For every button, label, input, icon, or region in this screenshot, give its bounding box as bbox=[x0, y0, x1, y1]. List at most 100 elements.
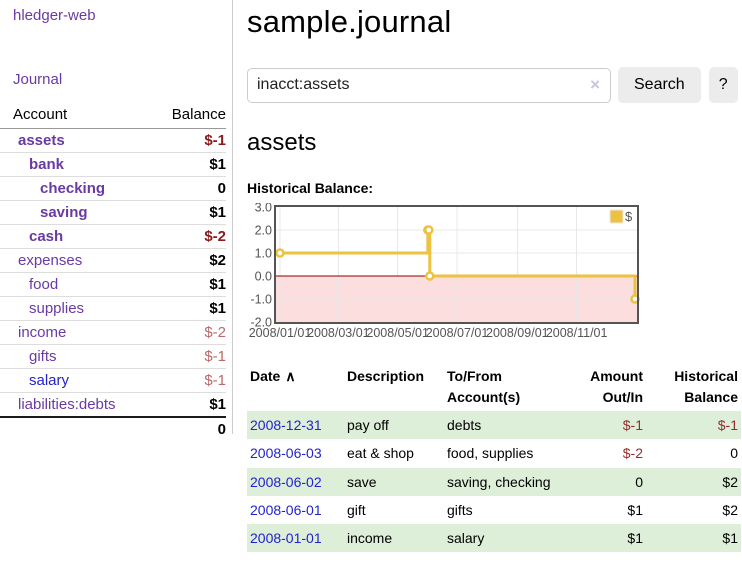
accounts-total-row: 0 bbox=[0, 417, 226, 441]
search-form: × Search ? bbox=[247, 67, 742, 103]
register-table: Date ∧ Description To/From Account(s) Amount O… bbox=[247, 363, 741, 553]
description-cell: pay off bbox=[347, 417, 389, 433]
account-link[interactable]: saving bbox=[40, 204, 88, 221]
account-link[interactable]: assets bbox=[18, 132, 65, 149]
account-heading: assets bbox=[247, 129, 317, 156]
balance-cell: $-1 bbox=[717, 417, 738, 433]
account-row: gifts $-1 bbox=[0, 344, 226, 369]
accounts-cell: saving, checking bbox=[447, 473, 551, 490]
account-link[interactable]: salary bbox=[29, 372, 70, 389]
column-header-description: Description bbox=[347, 368, 425, 384]
sidebar-item-journal[interactable]: Journal bbox=[13, 71, 63, 88]
description-cell: gift bbox=[347, 501, 366, 518]
accounts-table: Account Balance assets $-1 bank $1 checking 0… bbox=[0, 103, 226, 441]
account-row: food $1 bbox=[0, 272, 226, 297]
y-tick-label: -1.0 bbox=[250, 293, 272, 307]
account-link[interactable]: gifts bbox=[29, 348, 57, 365]
accounts-table-header: Account Balance bbox=[0, 103, 226, 129]
chart-title: Historical Balance: bbox=[247, 180, 374, 196]
search-input-wrap: × bbox=[247, 67, 611, 103]
account-row: liabilities:debts $1 bbox=[0, 392, 226, 418]
account-row: assets $-1 bbox=[0, 128, 226, 153]
account-balance: $-1 bbox=[204, 372, 226, 389]
accounts-cell: debts bbox=[447, 417, 482, 433]
account-link[interactable]: cash bbox=[29, 228, 64, 245]
amount-cell: $1 bbox=[627, 501, 643, 518]
accounts-cell: food, supplies bbox=[447, 445, 534, 462]
date-link[interactable]: 2008-06-01 bbox=[250, 501, 322, 518]
account-balance: $-1 bbox=[204, 132, 226, 149]
balance-chart: $3.0 2.0 1.0 0.0 -1.0 -2.02008/01/012008/03/0… bbox=[249, 203, 640, 340]
y-tick-label: -2.0 bbox=[250, 316, 272, 330]
sort-ascending-icon: ∧ bbox=[285, 368, 296, 384]
account-row: salary $-1 bbox=[0, 368, 226, 393]
brand-link[interactable]: hledger-web bbox=[13, 7, 96, 24]
column-header-date[interactable]: Date ∧ bbox=[250, 368, 296, 384]
search-button[interactable]: Search bbox=[618, 67, 701, 103]
amount-cell: $-1 bbox=[622, 417, 643, 433]
sidebar: hledger-web Journal Account Balance asse… bbox=[0, 0, 233, 438]
account-row: expenses $2 bbox=[0, 248, 226, 273]
account-row: cash $-2 bbox=[0, 224, 226, 249]
x-tick-label: 2008/09/01 bbox=[486, 326, 549, 340]
description-cell: eat & shop bbox=[347, 445, 414, 462]
account-link[interactable]: bank bbox=[29, 156, 65, 173]
account-balance: 0 bbox=[217, 180, 226, 197]
historical-balance-chart: $3.0 2.0 1.0 0.0 -1.0 -2.0 2008/01/01 2008/03/0… bbox=[247, 203, 742, 345]
chart-point bbox=[425, 271, 435, 281]
page-title: sample.journal bbox=[247, 4, 452, 39]
balance-cell: 0 bbox=[730, 445, 738, 462]
date-link[interactable]: 2008-12-31 bbox=[250, 417, 322, 433]
account-link[interactable]: liabilities:debts bbox=[18, 396, 116, 413]
account-link[interactable]: supplies bbox=[29, 300, 85, 317]
account-link[interactable]: income bbox=[18, 324, 67, 341]
account-link[interactable]: checking bbox=[40, 180, 106, 197]
column-header-amount: Amount Out/In bbox=[590, 368, 643, 405]
transaction-row: 2008-12-31 pay off debts $-1 $-1 bbox=[247, 411, 741, 440]
account-balance: $2 bbox=[209, 252, 226, 269]
y-tick-label: 3.0 bbox=[255, 203, 272, 215]
x-tick-label: 2008/03/01 bbox=[307, 326, 370, 340]
account-row: income $-2 bbox=[0, 320, 226, 345]
chart-border bbox=[274, 205, 639, 324]
x-tick-label: 2008/05/01 bbox=[366, 326, 429, 340]
account-row: saving $1 bbox=[0, 200, 226, 225]
amount-cell: 0 bbox=[635, 473, 643, 490]
description-cell: income bbox=[347, 530, 393, 547]
balance-cell: $1 bbox=[722, 530, 738, 547]
accounts-cell: salary bbox=[447, 530, 485, 547]
clear-search-icon[interactable]: × bbox=[590, 74, 600, 94]
y-tick-label: 0.0 bbox=[255, 270, 272, 284]
register-header-row: Date ∧ Description To/From Account(s) Amount O… bbox=[247, 363, 741, 411]
x-tick-label: 2008/07/01 bbox=[426, 326, 489, 340]
account-row: bank $1 bbox=[0, 152, 226, 177]
account-link[interactable]: expenses bbox=[18, 252, 83, 269]
date-link[interactable]: 2008-01-01 bbox=[250, 530, 322, 547]
account-row: checking 0 bbox=[0, 176, 226, 201]
account-column-header: Account bbox=[13, 106, 68, 123]
x-tick-label: 2008/01/01 bbox=[249, 326, 312, 340]
chart-point bbox=[275, 248, 285, 258]
transaction-row: 2008-06-03 eat & shop food, supplies $-2 0 bbox=[247, 439, 741, 467]
help-button[interactable]: ? bbox=[708, 67, 738, 103]
accounts-cell: gifts bbox=[447, 501, 473, 518]
transaction-row: 2008-01-01 income salary $1 $1 bbox=[247, 524, 741, 553]
transaction-row: 2008-06-01 gift gifts $1 $2 bbox=[247, 496, 741, 524]
app: hledger-web Journal Account Balance asse… bbox=[0, 0, 742, 553]
date-link[interactable]: 2008-06-02 bbox=[250, 473, 322, 490]
chart-legend-swatch bbox=[609, 209, 624, 224]
transaction-row: 2008-06-02 save saving, checking 0 $2 bbox=[247, 467, 741, 496]
search-input[interactable] bbox=[247, 67, 611, 103]
account-balance: $1 bbox=[209, 204, 226, 221]
account-balance: $1 bbox=[209, 276, 226, 293]
balance-column-header: Balance bbox=[171, 106, 226, 123]
amount-cell: $-2 bbox=[622, 445, 643, 462]
date-link[interactable]: 2008-06-03 bbox=[250, 445, 322, 462]
y-tick-label: 1.0 bbox=[255, 247, 272, 261]
account-balance: $-2 bbox=[204, 228, 226, 245]
account-balance: $1 bbox=[209, 156, 226, 173]
column-header-historical: Historical Balance bbox=[674, 368, 738, 405]
description-cell: save bbox=[347, 473, 377, 490]
account-balance: $1 bbox=[209, 300, 226, 317]
account-link[interactable]: food bbox=[29, 276, 59, 293]
